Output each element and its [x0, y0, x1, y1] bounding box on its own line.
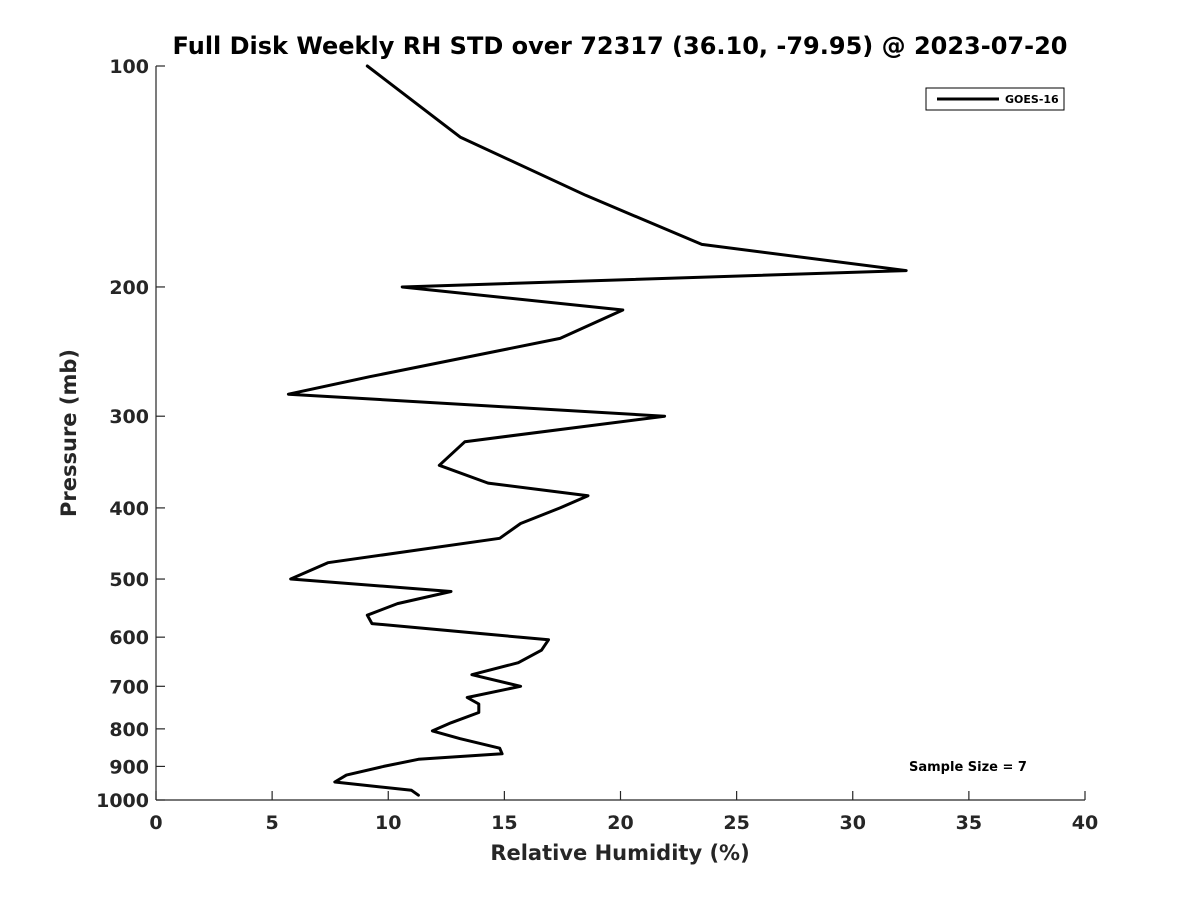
legend: GOES-16 [925, 87, 1065, 111]
y-tick-label: 600 [109, 627, 149, 649]
y-tick-label: 400 [109, 498, 149, 520]
y-axis-ticks: 100 200 300 400 500 600 700 800 900 1000 [96, 56, 165, 812]
chart-title: Full Disk Weekly RH STD over 72317 (36.1… [173, 32, 1068, 60]
x-tick-label: 0 [149, 812, 162, 834]
x-tick-label: 20 [607, 812, 633, 834]
x-axis-label: Relative Humidity (%) [490, 841, 749, 865]
x-tick-label: 25 [723, 812, 749, 834]
x-tick-label: 30 [840, 812, 866, 834]
y-tick-label: 200 [109, 277, 149, 299]
x-axis-ticks: 0 5 10 15 20 25 30 35 40 [149, 791, 1098, 834]
y-tick-label: 800 [109, 719, 149, 741]
y-tick-label: 500 [109, 569, 149, 591]
x-tick-label: 15 [491, 812, 517, 834]
x-tick-label: 40 [1072, 812, 1098, 834]
series-layer [286, 64, 908, 797]
y-tick-label: 900 [109, 756, 149, 778]
x-tick-label: 10 [375, 812, 401, 834]
y-tick-label: 300 [109, 406, 149, 428]
y-tick-label: 700 [109, 676, 149, 698]
y-tick-label: 100 [109, 56, 149, 78]
x-tick-label: 35 [956, 812, 982, 834]
series-line-goes-16 [286, 64, 908, 797]
y-tick-label: 1000 [96, 790, 149, 812]
legend-entry-goes-16: GOES-16 [1005, 93, 1059, 106]
y-axis-label: Pressure (mb) [57, 349, 81, 517]
sample-size-annotation: Sample Size = 7 [909, 760, 1027, 775]
x-tick-label: 5 [266, 812, 279, 834]
